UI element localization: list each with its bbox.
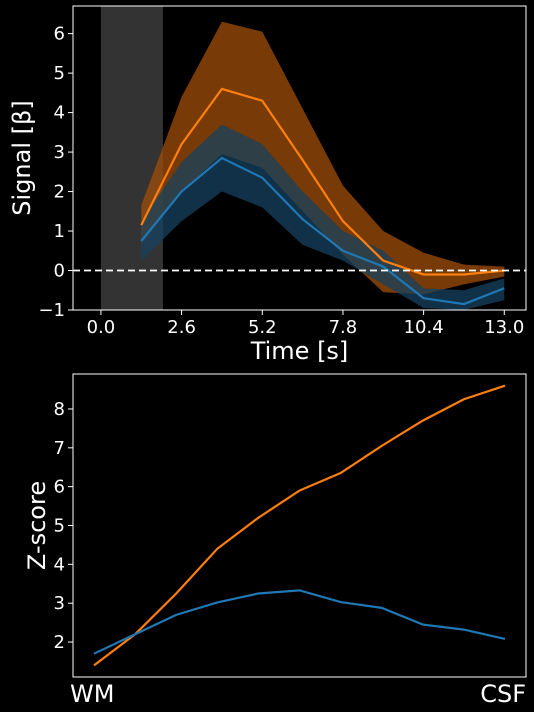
series-line-0 bbox=[93, 384, 506, 667]
stimulus-shade bbox=[100, 6, 163, 310]
signal-lines bbox=[140, 87, 505, 306]
plot-frame bbox=[72, 5, 527, 311]
x-tick-label: 13.0 bbox=[484, 317, 524, 338]
x-tick-label: 5.2 bbox=[248, 317, 277, 338]
x-axis-ticks: 0.0 2.6 5.2 7.8 10.4 13.0 bbox=[87, 310, 524, 338]
y-tick-label: 0 bbox=[54, 261, 65, 282]
y-tick-label: −1 bbox=[38, 300, 65, 321]
y-tick-label: 3 bbox=[54, 593, 65, 614]
y-tick-label: 4 bbox=[54, 103, 65, 124]
x-tick-label-csf: CSF bbox=[480, 680, 526, 708]
confidence-band-0 bbox=[141, 21, 505, 295]
y-tick-label: 6 bbox=[54, 24, 65, 45]
x-tick-label: 2.6 bbox=[167, 317, 196, 338]
y-tick-label: 1 bbox=[54, 221, 65, 242]
y-axis-ticks: −1 0 1 2 3 4 5 6 bbox=[38, 24, 73, 321]
zscore-lines bbox=[93, 384, 506, 667]
confidence-bands bbox=[141, 21, 505, 310]
y-tick-label: 8 bbox=[54, 399, 65, 420]
series-line-1 bbox=[140, 156, 505, 306]
series-line-1 bbox=[93, 589, 506, 655]
x-axis-label: Time [s] bbox=[250, 337, 349, 365]
y-axis-label: Signal [β] bbox=[8, 100, 36, 215]
x-tick-label-wm: WM bbox=[70, 680, 114, 708]
series-line-0 bbox=[140, 87, 505, 276]
x-tick-label: 7.8 bbox=[329, 317, 358, 338]
x-axis-ticks: WM CSF bbox=[70, 680, 526, 708]
y-tick-label: 3 bbox=[54, 142, 65, 163]
y-tick-label: 2 bbox=[54, 632, 65, 653]
y-tick-label: 5 bbox=[54, 516, 65, 537]
y-axis-label: Z-score bbox=[23, 481, 51, 570]
x-tick-label: 10.4 bbox=[404, 317, 444, 338]
y-tick-label: 7 bbox=[54, 438, 65, 459]
confidence-band-1 bbox=[141, 124, 505, 310]
x-tick-label: 0.0 bbox=[87, 317, 116, 338]
y-tick-label: 2 bbox=[54, 182, 65, 203]
y-axis-ticks: 2 3 4 5 6 7 8 bbox=[54, 399, 73, 653]
y-tick-label: 5 bbox=[54, 63, 65, 84]
y-tick-label: 6 bbox=[54, 477, 65, 498]
zscore-panel: WM CSF 2 3 4 5 6 7 8 Z-score bbox=[23, 373, 527, 708]
stimulus-window bbox=[100, 6, 163, 310]
y-tick-label: 4 bbox=[54, 554, 65, 575]
